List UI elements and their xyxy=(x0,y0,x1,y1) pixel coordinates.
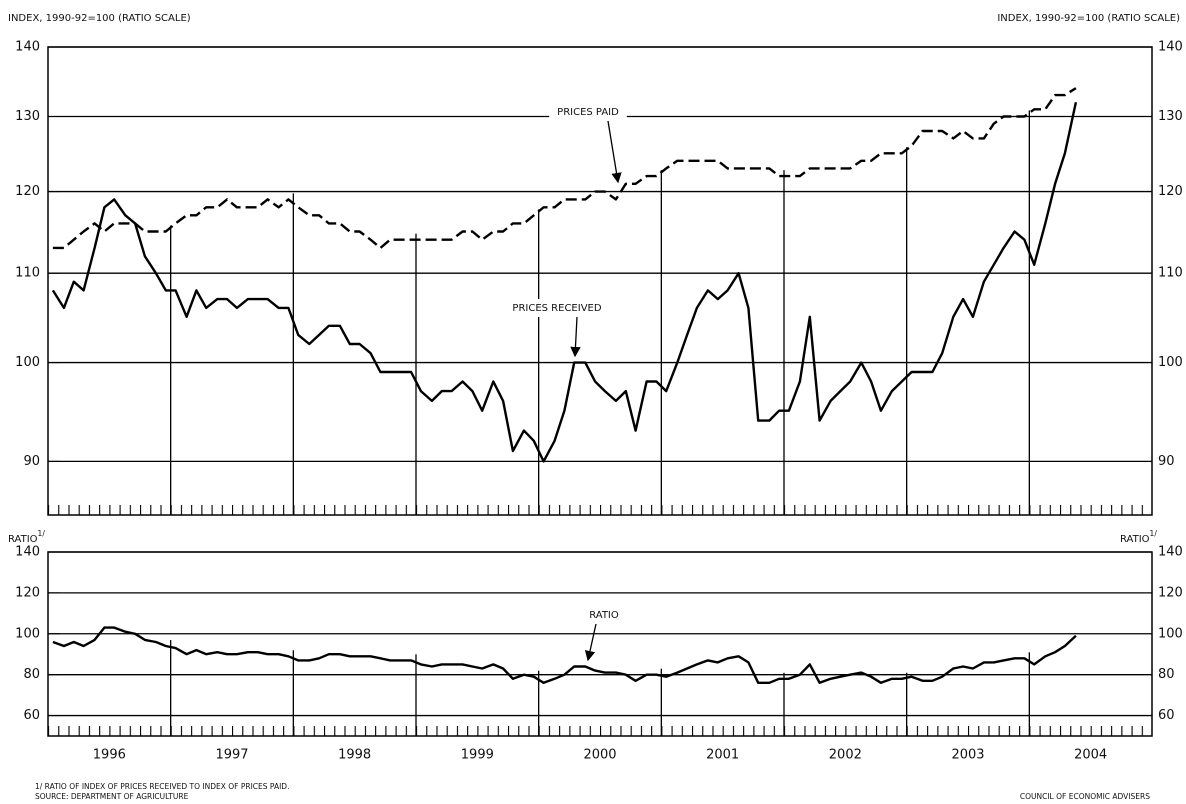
y2-tick-label: 80 xyxy=(1158,667,1175,682)
y-axis-title-text: RATIO xyxy=(8,534,38,545)
x-tick-label: 2004 xyxy=(1074,748,1107,763)
credit: COUNCIL OF ECONOMIC ADVISERS xyxy=(1020,792,1150,801)
y2-tick-label: 140 xyxy=(1158,545,1183,560)
annotation: PRICES PAID xyxy=(557,107,619,118)
y-tick-label: 90 xyxy=(23,454,40,469)
footnote-marker: 1/ xyxy=(1150,529,1158,538)
y-tick-label: 120 xyxy=(15,184,40,199)
series-line xyxy=(52,626,1077,684)
y2-tick-label: 110 xyxy=(1158,266,1183,281)
source: SOURCE: DEPARTMENT OF AGRICULTURE xyxy=(35,792,189,801)
y2-tick-label: 120 xyxy=(1158,585,1183,600)
annotation-arrow xyxy=(584,623,597,662)
y-tick-label: 140 xyxy=(15,545,40,560)
x-tick-label: 2002 xyxy=(829,748,862,763)
y2-tick-label: 60 xyxy=(1158,708,1175,723)
annotation-background xyxy=(549,103,627,121)
series-line xyxy=(52,87,1077,250)
y2-tick-label: 100 xyxy=(1158,355,1183,370)
y-axis-title: INDEX, 1990-92=100 (RATIO SCALE) xyxy=(8,13,191,24)
footnote: 1/ RATIO OF INDEX OF PRICES RECEIVED TO … xyxy=(35,782,289,791)
y2-tick-label: 140 xyxy=(1158,40,1183,55)
y2-tick-label: 130 xyxy=(1158,109,1183,124)
y-tick-label: 100 xyxy=(15,355,40,370)
x-tick-label: 1999 xyxy=(461,748,494,763)
x-tick-label: 2001 xyxy=(706,748,739,763)
y2-axis-title: INDEX, 1990-92=100 (RATIO SCALE) xyxy=(997,13,1180,24)
y2-axis-title: RATIO1/ xyxy=(1120,529,1157,545)
x-tick-label: 2003 xyxy=(951,748,984,763)
y-tick-label: 60 xyxy=(23,708,40,723)
y-tick-label: 110 xyxy=(15,266,40,281)
annotation: PRICES RECEIVED xyxy=(512,303,601,314)
x-tick-label: 1997 xyxy=(215,748,248,763)
series-line xyxy=(51,101,1078,463)
plot-frame xyxy=(47,551,1153,737)
x-tick-label: 2000 xyxy=(583,748,616,763)
y-tick-label: 130 xyxy=(15,109,40,124)
y-axis-title: RATIO1/ xyxy=(8,529,45,545)
y2-tick-label: 100 xyxy=(1158,626,1183,641)
y-tick-label: 100 xyxy=(15,626,40,641)
annotation-arrow xyxy=(570,316,581,358)
x-tick-label: 1998 xyxy=(338,748,371,763)
footnote-marker: 1/ xyxy=(38,529,46,538)
annotation: RATIO xyxy=(589,610,619,621)
annotation-background xyxy=(504,299,610,317)
minor-ticks xyxy=(48,726,1152,736)
x-tick-label: 1996 xyxy=(93,748,126,763)
y-tick-label: 80 xyxy=(23,667,40,682)
annotation-arrow xyxy=(607,120,622,184)
annotation-background xyxy=(581,606,627,624)
y-tick-label: 120 xyxy=(15,585,40,600)
y2-tick-label: 90 xyxy=(1158,454,1175,469)
y-tick-label: 140 xyxy=(15,40,40,55)
y2-tick-label: 120 xyxy=(1158,184,1183,199)
y2-axis-title-text: RATIO xyxy=(1120,534,1150,545)
minor-ticks xyxy=(48,505,1152,515)
